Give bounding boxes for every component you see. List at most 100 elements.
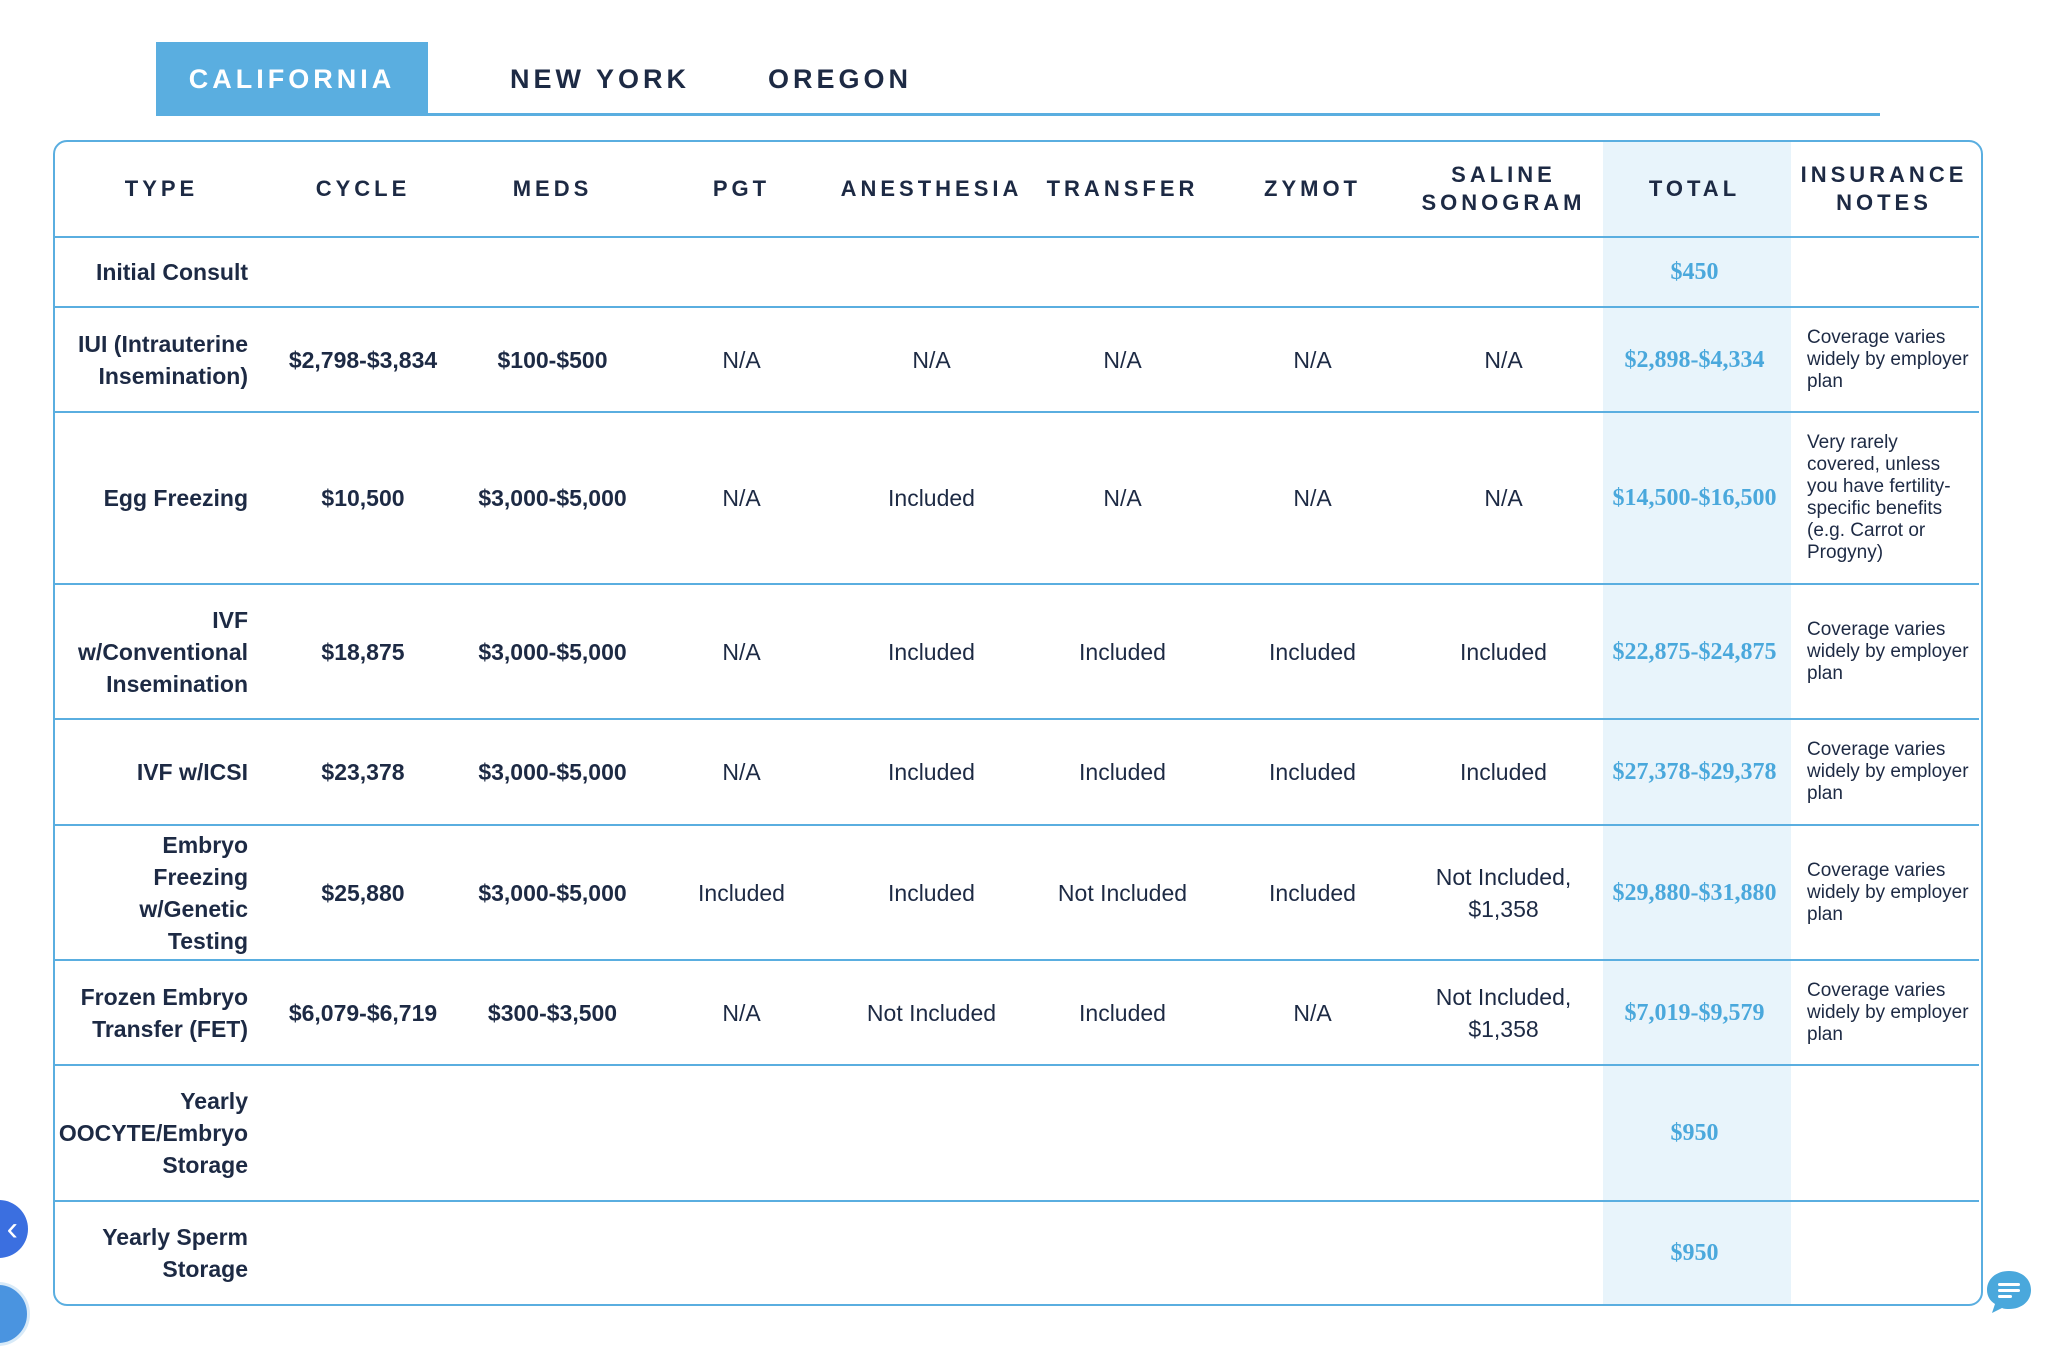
cycle-cell: $18,875: [268, 585, 458, 720]
pgt-cell: N/A: [647, 413, 836, 585]
meds-cell: [458, 1066, 647, 1202]
zymot-cell: Included: [1218, 720, 1407, 826]
header-saline-sonogram: SALINE SONOGRAM: [1407, 142, 1600, 238]
anesthesia-cell: [836, 238, 1027, 308]
type-cell: Initial Consult: [55, 238, 268, 308]
header-type: TYPE: [55, 142, 268, 238]
zymot-cell: [1218, 1066, 1407, 1202]
zymot-cell: N/A: [1218, 308, 1407, 413]
transfer-cell: Included: [1027, 585, 1218, 720]
saline-sonogram-cell: N/A: [1407, 413, 1600, 585]
cycle-cell: [268, 1202, 458, 1304]
cycle-cell: [268, 1066, 458, 1202]
transfer-cell: [1027, 1066, 1218, 1202]
zymot-cell: N/A: [1218, 413, 1407, 585]
header-total: TOTAL: [1600, 142, 1789, 238]
type-cell: Frozen Embryo Transfer (FET): [55, 961, 268, 1066]
insurance-notes-cell: Very rarely covered, unless you have fer…: [1789, 413, 1979, 585]
cycle-cell: $23,378: [268, 720, 458, 826]
type-cell: Egg Freezing: [55, 413, 268, 585]
header-transfer: TRANSFER: [1027, 142, 1218, 238]
accessibility-icon: ‹: [6, 1209, 18, 1248]
state-tabs: CALIFORNIA NEW YORK OREGON: [156, 42, 1880, 116]
meds-cell: $100-$500: [458, 308, 647, 413]
transfer-cell: Included: [1027, 720, 1218, 826]
meds-cell: $3,000-$5,000: [458, 585, 647, 720]
total-cell: $27,378-$29,378: [1600, 720, 1789, 826]
meds-cell: [458, 238, 647, 308]
header-zymot: ZYMOT: [1218, 142, 1407, 238]
type-cell: IVF w/ICSI: [55, 720, 268, 826]
saline-sonogram-cell: [1407, 1066, 1600, 1202]
pgt-cell: Included: [647, 826, 836, 961]
saline-sonogram-cell: [1407, 1202, 1600, 1304]
pgt-cell: N/A: [647, 961, 836, 1066]
cycle-cell: $25,880: [268, 826, 458, 961]
saline-sonogram-cell: Not Included, $1,358: [1407, 961, 1600, 1066]
meds-cell: $300-$3,500: [458, 961, 647, 1066]
meds-cell: $3,000-$5,000: [458, 826, 647, 961]
transfer-cell: N/A: [1027, 308, 1218, 413]
cycle-cell: $10,500: [268, 413, 458, 585]
saline-sonogram-cell: Included: [1407, 585, 1600, 720]
insurance-notes-cell: Coverage varies widely by employer plan: [1789, 826, 1979, 961]
anesthesia-cell: [836, 1066, 1027, 1202]
insurance-notes-cell: Coverage varies widely by employer plan: [1789, 585, 1979, 720]
saline-sonogram-cell: Not Included, $1,358: [1407, 826, 1600, 961]
total-cell: $950: [1600, 1066, 1789, 1202]
saline-sonogram-cell: N/A: [1407, 308, 1600, 413]
pgt-cell: [647, 1202, 836, 1304]
cost-table: TYPE CYCLE MEDS PGT ANESTHESIA TRANSFER …: [53, 140, 1983, 1306]
pgt-cell: N/A: [647, 308, 836, 413]
tab-california[interactable]: CALIFORNIA: [156, 42, 428, 116]
chat-button[interactable]: [1984, 1268, 2034, 1316]
header-insurance-notes: INSURANCE NOTES: [1789, 142, 1979, 238]
zymot-cell: [1218, 1202, 1407, 1304]
pgt-cell: [647, 1066, 836, 1202]
insurance-notes-cell: Coverage varies widely by employer plan: [1789, 308, 1979, 413]
transfer-cell: Included: [1027, 961, 1218, 1066]
cycle-cell: $2,798-$3,834: [268, 308, 458, 413]
transfer-cell: Not Included: [1027, 826, 1218, 961]
header-meds: MEDS: [458, 142, 647, 238]
anesthesia-cell: N/A: [836, 308, 1027, 413]
total-cell: $450: [1600, 238, 1789, 308]
total-cell: $29,880-$31,880: [1600, 826, 1789, 961]
total-column-highlight: [1603, 142, 1791, 1304]
insurance-notes-cell: Coverage varies widely by employer plan: [1789, 720, 1979, 826]
anesthesia-cell: [836, 1202, 1027, 1304]
anesthesia-cell: Included: [836, 720, 1027, 826]
anesthesia-cell: Included: [836, 585, 1027, 720]
type-cell: IVF w/Conventional Insemination: [55, 585, 268, 720]
meds-cell: [458, 1202, 647, 1304]
total-cell: $7,019-$9,579: [1600, 961, 1789, 1066]
header-anesthesia: ANESTHESIA: [836, 142, 1027, 238]
transfer-cell: N/A: [1027, 413, 1218, 585]
type-cell: Embryo Freezing w/Genetic Testing: [55, 826, 268, 961]
total-cell: $950: [1670, 1240, 1719, 1266]
total-cell: $14,500-$16,500: [1600, 413, 1789, 585]
saline-sonogram-cell: [1407, 238, 1600, 308]
tab-new-york[interactable]: NEW YORK: [509, 63, 690, 94]
zymot-cell: Included: [1218, 826, 1407, 961]
cycle-cell: $6,079-$6,719: [268, 961, 458, 1066]
total-cell: $2,898-$4,334: [1600, 308, 1789, 413]
cost-table-grid: TYPE CYCLE MEDS PGT ANESTHESIA TRANSFER …: [55, 142, 1981, 1304]
anesthesia-cell: Included: [836, 413, 1027, 585]
header-pgt: PGT: [647, 142, 836, 238]
type-cell: Yearly OOCYTE/Embryo Storage: [55, 1066, 268, 1202]
header-cycle: CYCLE: [268, 142, 458, 238]
anesthesia-cell: Not Included: [836, 961, 1027, 1066]
insurance-notes-cell: [1789, 1202, 1979, 1304]
insurance-notes-cell: Coverage varies widely by employer plan: [1789, 961, 1979, 1066]
pgt-cell: N/A: [647, 585, 836, 720]
transfer-cell: [1027, 1202, 1218, 1304]
insurance-notes-cell: [1789, 1066, 1979, 1202]
meds-cell: $3,000-$5,000: [458, 413, 647, 585]
settings-button[interactable]: [0, 1282, 30, 1346]
saline-sonogram-cell: Included: [1407, 720, 1600, 826]
accessibility-button[interactable]: ‹: [0, 1200, 28, 1258]
insurance-notes-cell: [1789, 238, 1979, 308]
tab-oregon[interactable]: OREGON: [767, 63, 912, 94]
type-cell: Yearly Sperm Storage: [102, 1224, 248, 1282]
